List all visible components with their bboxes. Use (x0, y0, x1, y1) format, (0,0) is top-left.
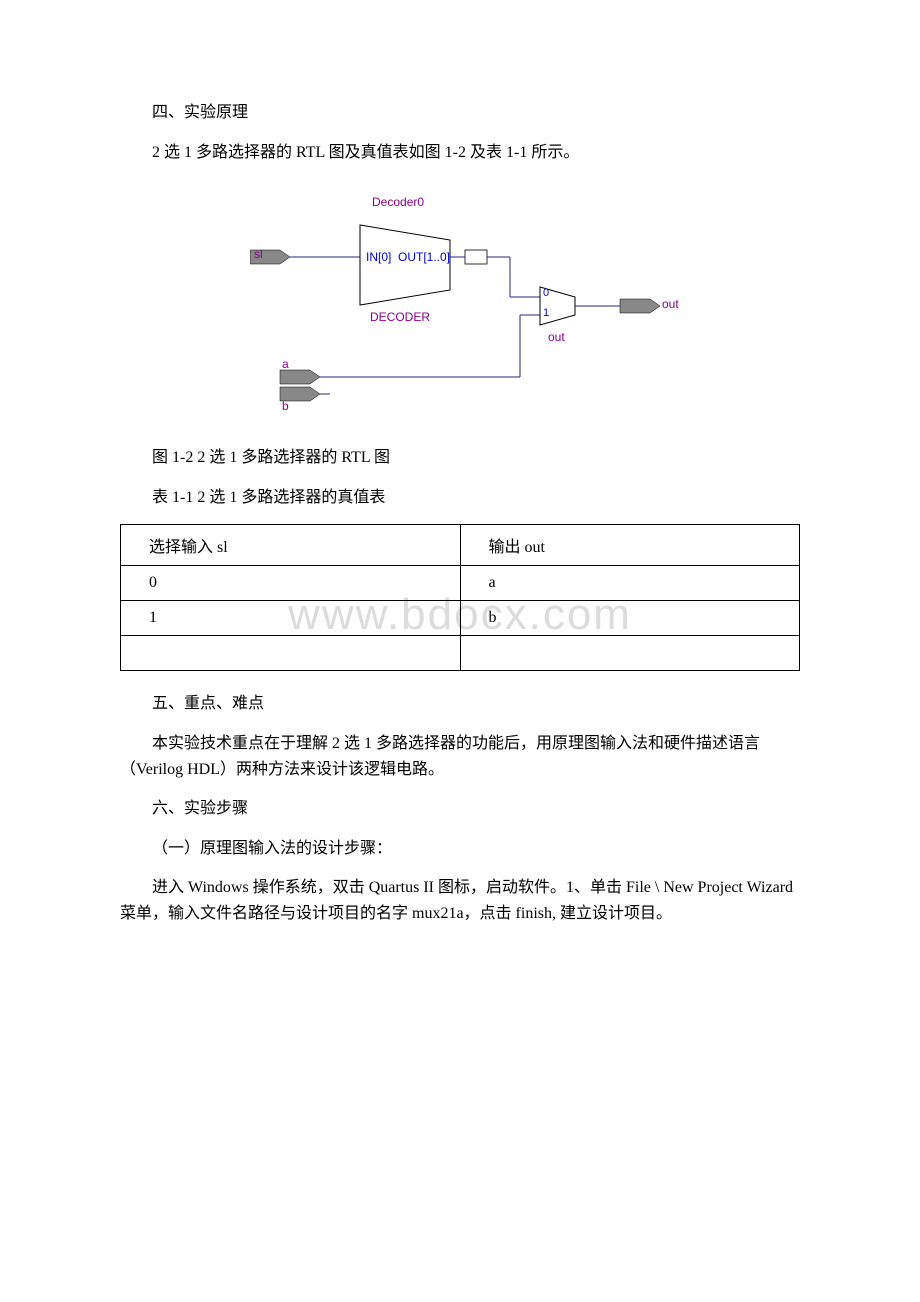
b-label: b (282, 399, 289, 413)
table-row: 1 b (121, 601, 800, 636)
section-4-p1: 2 选 1 多路选择器的 RTL 图及真值表如图 1-2 及表 1-1 所示。 (120, 140, 800, 166)
table-row (121, 636, 800, 671)
port-a (280, 370, 320, 384)
section-6-title: 六、实验步骤 (120, 796, 800, 822)
table-cell: 0 (121, 566, 461, 601)
table-cell-empty (460, 636, 800, 671)
section-5-title: 五、重点、难点 (120, 691, 800, 717)
document-content: 四、实验原理 2 选 1 多路选择器的 RTL 图及真值表如图 1-2 及表 1… (120, 100, 800, 927)
table-caption: 表 1-1 2 选 1 多路选择器的真值表 (120, 485, 800, 511)
table-row: 选择输入 sl 输出 out (121, 525, 800, 566)
truth-table: 选择输入 sl 输出 out 0 a 1 b (120, 524, 800, 671)
mux-out-label: out (548, 330, 565, 344)
mux-1: 1 (543, 307, 549, 319)
table-cell: a (460, 566, 800, 601)
rtl-diagram: Decoder0 IN[0] OUT[1..0] DECODER 0 1 out… (250, 195, 680, 415)
section-6-sub1: （一）原理图输入法的设计步骤： (120, 836, 800, 862)
decoder-title-label: Decoder0 (372, 195, 424, 209)
out-label: OUT[1..0] (398, 250, 450, 264)
table-cell: 1 (121, 601, 461, 636)
section-6-p1: 进入 Windows 操作系统，双击 Quartus II 图标，启动软件。1、… (120, 875, 800, 926)
decoder-name: DECODER (370, 310, 430, 324)
table-header-right: 输出 out (460, 525, 800, 566)
out-label-final: out (662, 297, 679, 311)
in-label: IN[0] (366, 250, 391, 264)
section-5-p1: 本实验技术重点在于理解 2 选 1 多路选择器的功能后，用原理图输入法和硬件描述… (120, 731, 800, 782)
table-cell-empty (121, 636, 461, 671)
sl-label: sl (254, 247, 263, 261)
section-4-title: 四、实验原理 (120, 100, 800, 126)
figure-caption: 图 1-2 2 选 1 多路选择器的 RTL 图 (120, 445, 800, 471)
buffer-box (465, 250, 487, 264)
table-row: 0 a (121, 566, 800, 601)
rtl-svg (250, 195, 680, 415)
a-label: a (282, 357, 289, 371)
table-cell: b (460, 601, 800, 636)
mux-0: 0 (543, 287, 549, 299)
decoder-box (360, 225, 450, 305)
port-out (620, 299, 660, 313)
table-header-left: 选择输入 sl (121, 525, 461, 566)
